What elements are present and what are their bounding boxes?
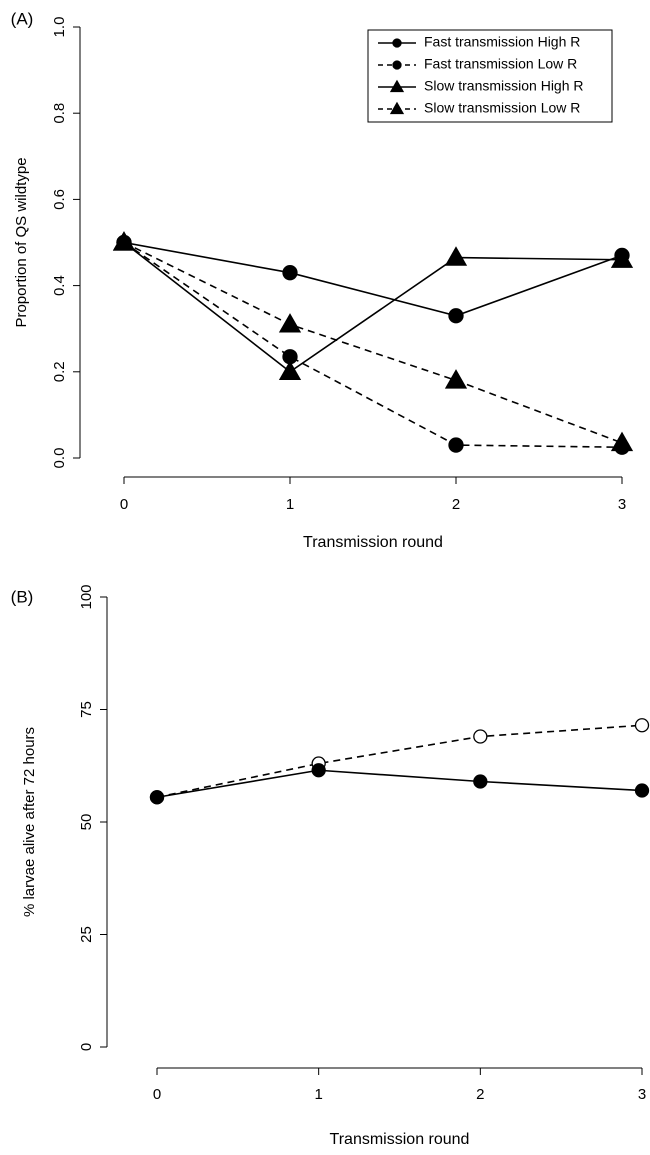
y-axis-label: Proportion of QS wildtype xyxy=(13,157,30,327)
y-tick-label: 75 xyxy=(78,701,95,718)
x-tick-label: 1 xyxy=(314,1086,322,1103)
panel-label: (B) xyxy=(11,587,34,606)
x-axis-label: Transmission round xyxy=(303,534,443,551)
data-point xyxy=(634,783,650,798)
data-point xyxy=(473,729,488,744)
y-tick-label: 0.6 xyxy=(51,189,68,210)
data-point xyxy=(278,313,302,333)
x-tick-label: 2 xyxy=(476,1086,484,1103)
y-axis-label: % larvae alive after 72 hours xyxy=(21,727,38,917)
x-tick-label: 2 xyxy=(452,496,460,513)
data-point xyxy=(149,790,165,805)
data-point xyxy=(610,431,634,452)
series-line xyxy=(156,724,643,799)
y-tick-label: 0.8 xyxy=(51,103,68,124)
x-tick-label: 1 xyxy=(286,496,294,513)
x-axis-label: Transmission round xyxy=(330,1131,470,1148)
legend-marker xyxy=(389,101,405,115)
panel-label: (A) xyxy=(11,9,34,28)
data-point xyxy=(444,369,468,389)
series-line xyxy=(123,241,623,449)
y-tick-label: 0.2 xyxy=(51,361,68,382)
x-tick-label: 3 xyxy=(638,1086,646,1103)
legend-label: Fast transmission Low R xyxy=(424,56,577,72)
data-point xyxy=(473,774,488,789)
x-tick-label: 0 xyxy=(153,1086,161,1103)
data-point xyxy=(634,718,650,733)
data-point xyxy=(610,248,634,268)
legend-label: Slow transmission High R xyxy=(424,78,584,94)
data-point xyxy=(444,246,468,266)
y-tick-label: 1.0 xyxy=(51,17,68,38)
series-line xyxy=(123,241,623,317)
legend-marker xyxy=(392,38,402,48)
legend-label: Fast transmission High R xyxy=(424,34,580,50)
x-tick-label: 3 xyxy=(618,496,626,513)
series-line xyxy=(123,241,623,373)
y-tick-label: 25 xyxy=(78,926,95,943)
y-tick-label: 0.0 xyxy=(51,448,68,469)
legend-box xyxy=(367,29,613,123)
y-tick-label: 50 xyxy=(78,814,95,831)
legend-marker xyxy=(389,79,405,93)
data-point xyxy=(448,437,464,453)
y-tick-label: 0.4 xyxy=(51,275,68,296)
data-point xyxy=(282,265,298,281)
data-point xyxy=(278,360,302,380)
legend-label: Slow transmission Low R xyxy=(424,100,580,116)
data-point xyxy=(448,308,464,324)
y-tick-label: 100 xyxy=(78,584,95,609)
data-point xyxy=(112,231,136,251)
x-tick-label: 0 xyxy=(120,496,128,513)
series-line xyxy=(123,241,623,444)
legend-marker xyxy=(392,60,402,70)
series-line xyxy=(156,769,643,799)
data-point xyxy=(311,763,326,778)
y-tick-label: 0 xyxy=(78,1043,95,1051)
